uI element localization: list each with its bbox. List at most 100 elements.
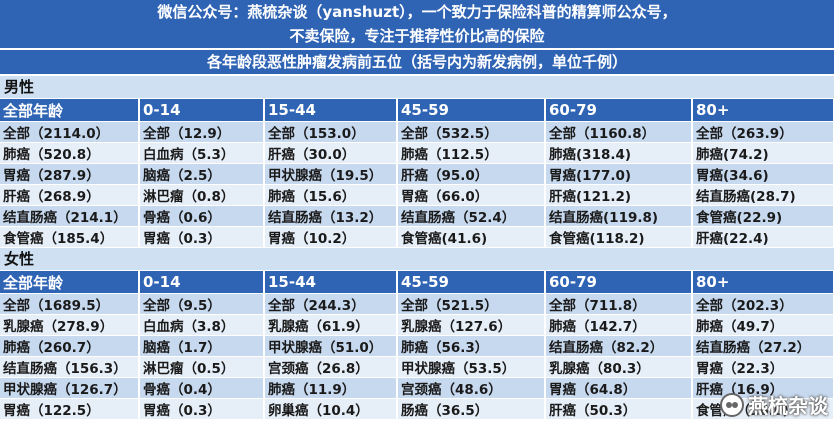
female-table: 全部年龄 0-14 15-44 45-59 60-79 80+ 全部（1689.5） 全部（9… bbox=[0, 271, 834, 420]
table-cell: 卵巢癌（10.4） bbox=[264, 398, 398, 420]
table-row: 乳腺癌（278.9） 白血病（3.8） 乳腺癌（61.9） 乳腺癌（127.6） 肺癌（… bbox=[0, 314, 834, 336]
table-cell: 全部（521.5） bbox=[397, 293, 546, 315]
column-header: 全部年龄 bbox=[0, 271, 140, 294]
table-cell: 肝癌(22.4) bbox=[692, 226, 834, 248]
table-cell: 肠癌（36.5） bbox=[397, 398, 546, 420]
table-cell: 胃癌（10.2） bbox=[264, 226, 398, 248]
header-row: 全部年龄 0-14 15-44 45-59 60-79 80+ bbox=[0, 99, 834, 122]
table-cell: 肺癌（56.3） bbox=[397, 335, 546, 357]
table-cell: 肝癌（30.0） bbox=[264, 142, 398, 164]
table-row: 食管癌（185.4） 胃癌（0.3） 胃癌（10.2） 食管癌(41.6) 食管癌(11… bbox=[0, 226, 834, 248]
table-row: 全部（1689.5） 全部（9.5） 全部（244.3） 全部（521.5） 全部（71… bbox=[0, 293, 834, 315]
table-title: 各年龄段恶性肿瘤发病前五位（括号内为新发病例，单位千例） bbox=[0, 48, 834, 74]
table-cell: 胃癌(177.0) bbox=[545, 163, 693, 185]
column-header: 0-14 bbox=[139, 99, 265, 122]
table-cell: 肺癌（11.9） bbox=[264, 377, 398, 399]
table-row: 肺癌（520.8） 白血病（5.3） 肝癌（30.0） 肺癌（112.5） 肺癌(318… bbox=[0, 142, 834, 164]
table-cell: 乳腺癌（80.3） bbox=[545, 356, 693, 378]
table-cell: 甲状腺癌（53.5） bbox=[397, 356, 546, 378]
table-cell: 白血病（5.3） bbox=[139, 142, 265, 164]
table-cell: 全部（1160.8） bbox=[545, 121, 693, 143]
table-row: 结直肠癌（214.1） 骨癌（0.6） 结直肠癌（13.2） 结直肠癌（52.4） 结直… bbox=[0, 205, 834, 227]
table-cell: 全部（244.3） bbox=[264, 293, 398, 315]
table-cell: 肝癌（50.3） bbox=[545, 398, 693, 420]
table-cell: 全部（532.5） bbox=[397, 121, 546, 143]
table-cell: 结直肠癌(28.7) bbox=[692, 184, 834, 206]
section-label-male: 男性 bbox=[0, 76, 834, 99]
table-cell: 脑癌（1.7） bbox=[139, 335, 265, 357]
table-cell: 结直肠癌（156.3） bbox=[0, 356, 140, 378]
column-header: 全部年龄 bbox=[0, 99, 140, 122]
column-header: 45-59 bbox=[397, 271, 546, 294]
table-row: 肝癌（268.9） 淋巴瘤（0.8） 肺癌（15.6） 胃癌（66.0） 肝癌(121.… bbox=[0, 184, 834, 206]
table-cell: 脑癌（2.5） bbox=[139, 163, 265, 185]
table-cell: 全部（12.9） bbox=[139, 121, 265, 143]
table-row: 全部（2114.0） 全部（12.9） 全部（153.0） 全部（532.5） 全部（1… bbox=[0, 121, 834, 143]
table-cell: 胃癌（287.9） bbox=[0, 163, 140, 185]
table-cell: 结直肠癌（82.2） bbox=[545, 335, 693, 357]
table-cell: 肺癌(74.2) bbox=[692, 142, 834, 164]
column-header: 15-44 bbox=[264, 271, 398, 294]
column-header: 80+ bbox=[692, 271, 834, 294]
page-header: 微信公众号：燕梳杂谈（yanshuzt），一个致力于保险科普的精算师公众号， 不… bbox=[0, 0, 834, 76]
column-header: 15-44 bbox=[264, 99, 398, 122]
table-cell: 肝癌（268.9） bbox=[0, 184, 140, 206]
header-line-2: 不卖保险，专注于推荐性价比高的保险 bbox=[289, 27, 545, 45]
table-cell: 全部（1689.5） bbox=[0, 293, 140, 315]
table-cell: 甲状腺癌（126.7） bbox=[0, 377, 140, 399]
column-header: 45-59 bbox=[397, 99, 546, 122]
table-cell: 胃癌（66.0） bbox=[397, 184, 546, 206]
table-row: 结直肠癌（156.3） 淋巴瘤（0.5） 宫颈癌（26.8） 甲状腺癌（53.5） 乳腺… bbox=[0, 356, 834, 378]
table-cell: 食管癌(118.2) bbox=[545, 226, 693, 248]
table-row: 胃癌（122.5） 胃癌（0.3） 卵巢癌（10.4） 肠癌（36.5） 肝癌（50.3… bbox=[0, 398, 834, 420]
table-cell: 乳腺癌（61.9） bbox=[264, 314, 398, 336]
table-cell: 肺癌(318.4) bbox=[545, 142, 693, 164]
table-cell: 白血病（3.8） bbox=[139, 314, 265, 336]
column-header: 80+ bbox=[692, 99, 834, 122]
table-row: 胃癌（287.9） 脑癌（2.5） 甲状腺癌（19.5） 肝癌（95.0） 胃癌(177… bbox=[0, 163, 834, 185]
header-line-1: 微信公众号：燕梳杂谈（yanshuzt），一个致力于保险科普的精算师公众号， bbox=[157, 3, 677, 21]
table-cell: 骨癌（0.6） bbox=[139, 205, 265, 227]
table-cell: 肺癌（520.8） bbox=[0, 142, 140, 164]
table-cell: 食管癌(22.9) bbox=[692, 205, 834, 227]
table-cell: 肝癌（95.0） bbox=[397, 163, 546, 185]
column-header: 60-79 bbox=[545, 99, 693, 122]
table-cell: 全部（9.5） bbox=[139, 293, 265, 315]
table-cell: 胃癌（22.3） bbox=[692, 356, 834, 378]
table-cell: 乳腺癌（127.6） bbox=[397, 314, 546, 336]
table-row: 甲状腺癌（126.7） 骨癌（0.4） 肺癌（11.9） 宫颈癌（48.6） 胃癌（64… bbox=[0, 377, 834, 399]
table-cell: 肺癌（49.7） bbox=[692, 314, 834, 336]
header-row: 全部年龄 0-14 15-44 45-59 60-79 80+ bbox=[0, 271, 834, 294]
watermark-text: 燕梳杂谈 bbox=[748, 394, 828, 418]
table-cell: 全部（263.9） bbox=[692, 121, 834, 143]
table-cell: 胃癌（0.3） bbox=[139, 398, 265, 420]
table-cell: 乳腺癌（278.9） bbox=[0, 314, 140, 336]
table-cell: 全部（153.0） bbox=[264, 121, 398, 143]
table-row: 肺癌（260.7） 脑癌（1.7） 甲状腺癌（51.0） 肺癌（56.3） 结直肠癌（8… bbox=[0, 335, 834, 357]
section-label-female: 女性 bbox=[0, 248, 834, 271]
table-cell: 淋巴瘤（0.8） bbox=[139, 184, 265, 206]
table-cell: 全部（2114.0） bbox=[0, 121, 140, 143]
table-cell: 结直肠癌（13.2） bbox=[264, 205, 398, 227]
table-cell: 肝癌(121.2) bbox=[545, 184, 693, 206]
table-cell: 宫颈癌（48.6） bbox=[397, 377, 546, 399]
table-cell: 胃癌（0.3） bbox=[139, 226, 265, 248]
table-cell: 肺癌（112.5） bbox=[397, 142, 546, 164]
table-cell: 甲状腺癌（51.0） bbox=[264, 335, 398, 357]
table-cell: 结直肠癌（52.4） bbox=[397, 205, 546, 227]
table-cell: 结直肠癌（27.2） bbox=[692, 335, 834, 357]
table-cell: 全部（202.3） bbox=[692, 293, 834, 315]
male-table: 全部年龄 0-14 15-44 45-59 60-79 80+ 全部（2114.0） 全部（1… bbox=[0, 99, 834, 248]
table-cell: 肺癌（142.7） bbox=[545, 314, 693, 336]
table-cell: 食管癌(41.6) bbox=[397, 226, 546, 248]
table-cell: 甲状腺癌（19.5） bbox=[264, 163, 398, 185]
column-header: 60-79 bbox=[545, 271, 693, 294]
table-cell: 肺癌（260.7） bbox=[0, 335, 140, 357]
table-cell: 胃癌(34.6) bbox=[692, 163, 834, 185]
watermark: 燕梳杂谈 bbox=[720, 390, 828, 419]
table-cell: 肺癌（15.6） bbox=[264, 184, 398, 206]
table-cell: 全部（711.8） bbox=[545, 293, 693, 315]
table-cell: 结直肠癌(119.8) bbox=[545, 205, 693, 227]
wechat-icon bbox=[720, 392, 744, 417]
column-header: 0-14 bbox=[139, 271, 265, 294]
